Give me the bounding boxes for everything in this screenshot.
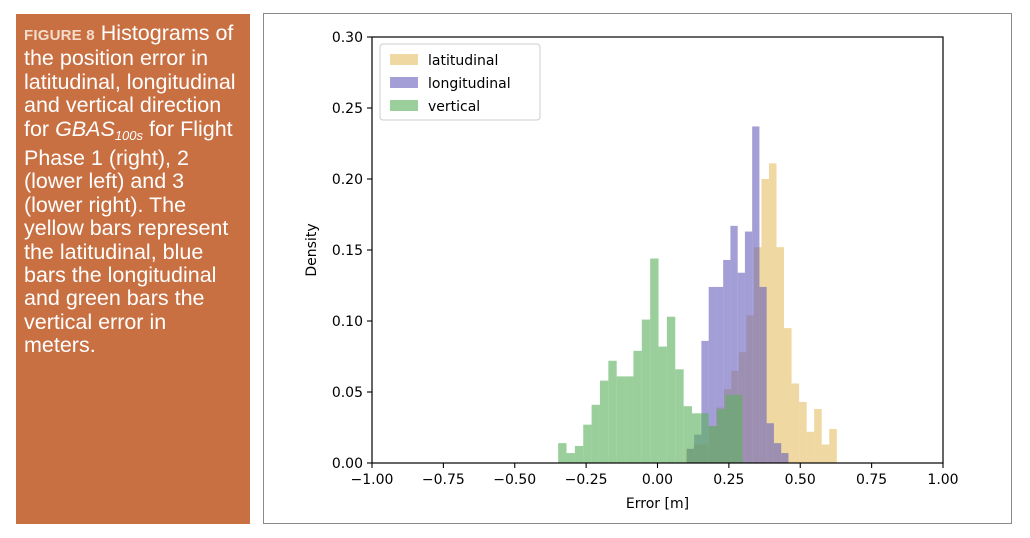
longitudinal-bar <box>737 272 745 463</box>
x-tick-label: 0.75 <box>856 472 887 488</box>
vertical-bar <box>591 404 600 463</box>
x-tick-label: 0.00 <box>642 472 673 488</box>
latitudinal-bar <box>784 328 792 463</box>
caption-italic-sub: 100s <box>114 127 144 143</box>
longitudinal-bar <box>781 453 789 463</box>
legend-box <box>379 43 541 121</box>
latitudinal-bar <box>768 163 777 463</box>
y-tick-label: 0.20 <box>332 172 363 188</box>
vertical-bar <box>599 380 609 463</box>
x-tick-label: −0.50 <box>493 472 536 488</box>
vertical-bar <box>574 445 584 463</box>
vertical-bar <box>633 350 642 463</box>
latitudinal-bar <box>799 401 807 463</box>
chart-legend: latitudinal longitudinal vertical <box>379 43 541 121</box>
x-axis-label: Error [m] <box>626 496 689 512</box>
figure-caption: FIGURE 8 Histograms of the position error… <box>16 14 250 524</box>
latitudinal-bar <box>821 444 830 463</box>
legend-swatch-vertical <box>390 100 418 111</box>
series-vertical <box>558 258 743 463</box>
y-tick-label: 0.30 <box>332 30 363 46</box>
vertical-bar <box>691 413 701 463</box>
vertical-bar <box>616 376 626 463</box>
vertical-bar <box>683 406 692 463</box>
latitudinal-bar <box>814 409 822 463</box>
longitudinal-bar <box>766 423 774 463</box>
longitudinal-bar <box>723 259 731 463</box>
x-tick-label: 0.50 <box>785 472 816 488</box>
vertical-bar <box>566 453 575 463</box>
longitudinal-bar <box>701 340 709 463</box>
vertical-bar <box>608 360 617 463</box>
vertical-bar <box>717 409 726 463</box>
longitudinal-bar <box>708 286 716 463</box>
chart-axes: −1.00 −0.75 −0.50 −0.25 0.00 0.25 0.50 0.75 1.00… <box>304 30 959 512</box>
vertical-bar <box>700 413 709 463</box>
vertical-bar <box>641 319 651 463</box>
y-tick-label: 0.00 <box>332 456 363 472</box>
series-longitudinal <box>686 126 789 464</box>
vertical-bar <box>658 346 667 463</box>
vertical-bar <box>675 369 684 463</box>
longitudinal-bar <box>752 126 760 464</box>
latitudinal-bar <box>806 431 815 463</box>
vertical-bar <box>666 316 676 463</box>
y-tick-label: 0.10 <box>332 314 363 330</box>
longitudinal-bar <box>730 225 738 463</box>
vertical-bar <box>650 258 659 463</box>
y-axis-label: Density <box>304 223 320 276</box>
latitudinal-bar <box>776 247 785 463</box>
vertical-bar <box>725 394 734 463</box>
caption-text-before: Histograms of the position error in lati… <box>24 21 236 141</box>
legend-label-vertical: vertical <box>428 99 480 115</box>
y-tick-label: 0.05 <box>332 385 363 401</box>
chart-frame: −1.00 −0.75 −0.50 −0.25 0.00 0.25 0.50 0.75 1.00… <box>263 13 1012 524</box>
longitudinal-bar <box>773 443 782 463</box>
latitudinal-bar <box>829 428 837 463</box>
x-tick-label: −0.75 <box>422 472 465 488</box>
longitudinal-bar <box>759 286 767 463</box>
x-tick-label: 1.00 <box>927 472 958 488</box>
histogram-chart: −1.00 −0.75 −0.50 −0.25 0.00 0.25 0.50 0.75 1.00… <box>304 30 959 512</box>
legend-label-longitudinal: longitudinal <box>428 76 511 92</box>
legend-swatch-latitudinal <box>390 54 418 65</box>
legend-swatch-longitudinal <box>390 77 418 88</box>
vertical-bar <box>625 376 634 463</box>
caption-italic-main: GBAS <box>55 116 115 141</box>
x-tick-label: −1.00 <box>351 472 394 488</box>
longitudinal-bar <box>715 286 724 463</box>
vertical-bar <box>708 426 718 463</box>
latitudinal-bar <box>791 383 800 463</box>
histogram-bars <box>558 126 837 464</box>
figure-label: FIGURE 8 <box>24 27 95 44</box>
vertical-bar <box>558 443 567 463</box>
x-tick-label: 0.25 <box>713 472 744 488</box>
y-tick-label: 0.15 <box>332 243 363 259</box>
vertical-bar <box>733 394 743 463</box>
y-tick-label: 0.25 <box>332 101 363 117</box>
longitudinal-bar <box>744 231 753 463</box>
vertical-bar <box>583 424 592 463</box>
caption-text-after: for Flight Phase 1 (right), 2 (lower lef… <box>24 116 233 358</box>
legend-label-latitudinal: latitudinal <box>428 53 498 69</box>
x-tick-label: −0.25 <box>565 472 608 488</box>
